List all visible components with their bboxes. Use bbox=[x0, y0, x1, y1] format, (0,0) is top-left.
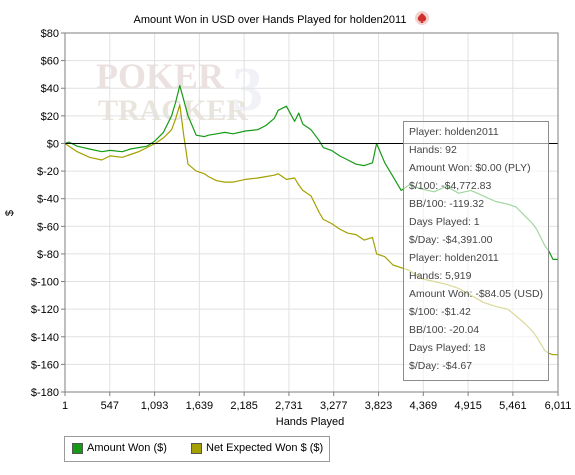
watermark-text-1: POKER bbox=[96, 56, 225, 96]
x-tick-label: 1,093 bbox=[141, 400, 169, 412]
legend-swatch-olive bbox=[191, 442, 202, 454]
chart-title: Amount Won in USD over Hands Played for … bbox=[134, 14, 407, 26]
tooltip-line: Days Played: 18 bbox=[409, 342, 486, 354]
tooltip-line: Hands: 5,919 bbox=[409, 270, 472, 282]
axes: $80 $60 $40 $20 $0 $-20 $-40 $-60 $-80 $-100 $-120… bbox=[31, 28, 572, 412]
x-axis-label: Hands Played bbox=[276, 416, 345, 428]
tooltip-line: $/100: -$4,772.83 bbox=[409, 180, 492, 192]
tooltip-line: $/Day: -$4.67 bbox=[409, 360, 473, 372]
y-tick-label: $-180 bbox=[31, 387, 59, 399]
legend-swatch-green bbox=[72, 442, 83, 454]
x-tick-label: 3,823 bbox=[365, 400, 393, 412]
x-tick-label: 3,277 bbox=[320, 400, 348, 412]
y-tick-label: $60 bbox=[41, 56, 59, 68]
y-tick-label: $-40 bbox=[37, 194, 59, 206]
tooltip-line: Amount Won: $0.00 (PLY) bbox=[409, 162, 531, 174]
x-tick-label: 4,915 bbox=[454, 400, 482, 412]
y-tick-label: $0 bbox=[47, 138, 59, 150]
legend-item-net-expected[interactable]: Net Expected Won $ ($) bbox=[191, 442, 323, 454]
watermark: POKER TRACKER 3 bbox=[96, 56, 263, 127]
y-tick-label: $40 bbox=[41, 83, 59, 95]
tooltip-line: Hands: 92 bbox=[409, 144, 457, 156]
watermark-text-3: 3 bbox=[232, 56, 263, 124]
x-tick-label: 1,639 bbox=[186, 400, 214, 412]
y-tick-label: $80 bbox=[41, 28, 59, 40]
y-tick-label: $-60 bbox=[37, 221, 59, 233]
y-tick-label: $-20 bbox=[37, 166, 59, 178]
tooltip-line: $/100: -$1.42 bbox=[409, 306, 471, 318]
tooltip-line: Days Played: 1 bbox=[409, 216, 480, 228]
plot-frame bbox=[64, 32, 559, 393]
tooltip-line: Amount Won: -$84.05 (USD) bbox=[409, 288, 544, 300]
x-tick-label: 2,185 bbox=[230, 400, 258, 412]
x-tick-label: 2,731 bbox=[275, 400, 303, 412]
y-tick-label: $20 bbox=[41, 111, 59, 123]
tooltip-line: Player: holden2011 bbox=[409, 126, 499, 138]
y-tick-label: $-120 bbox=[31, 304, 59, 316]
y-axis-label: $ bbox=[4, 210, 16, 216]
tooltip-line: BB/100: -119.32 bbox=[409, 198, 485, 210]
tooltip-line: Player: holden2011 bbox=[409, 252, 499, 264]
legend-item-amount-won[interactable]: Amount Won ($) bbox=[72, 442, 167, 454]
x-tick-label: 5,461 bbox=[499, 400, 527, 412]
x-tick-label: 547 bbox=[101, 400, 119, 412]
spade-icon bbox=[415, 11, 429, 25]
x-tick-label: 1 bbox=[62, 400, 68, 412]
stats-tooltip: Player: holden2011 Hands: 92 Amount Won:… bbox=[403, 121, 549, 381]
legend: Amount Won ($) Net Expected Won $ ($) bbox=[64, 436, 330, 462]
x-tick-label: 4,369 bbox=[410, 400, 438, 412]
legend-label: Amount Won ($) bbox=[87, 442, 167, 454]
x-tick-label: 6,011 bbox=[545, 400, 572, 412]
y-tick-label: $-160 bbox=[31, 359, 59, 371]
y-tick-label: $-80 bbox=[37, 249, 59, 261]
y-tick-label: $-100 bbox=[31, 277, 59, 289]
tooltip-line: BB/100: -20.04 bbox=[409, 324, 480, 336]
legend-label: Net Expected Won $ ($) bbox=[206, 442, 324, 454]
tooltip-line: $/Day: -$4,391.00 bbox=[409, 234, 493, 246]
y-tick-label: $-140 bbox=[31, 332, 59, 344]
